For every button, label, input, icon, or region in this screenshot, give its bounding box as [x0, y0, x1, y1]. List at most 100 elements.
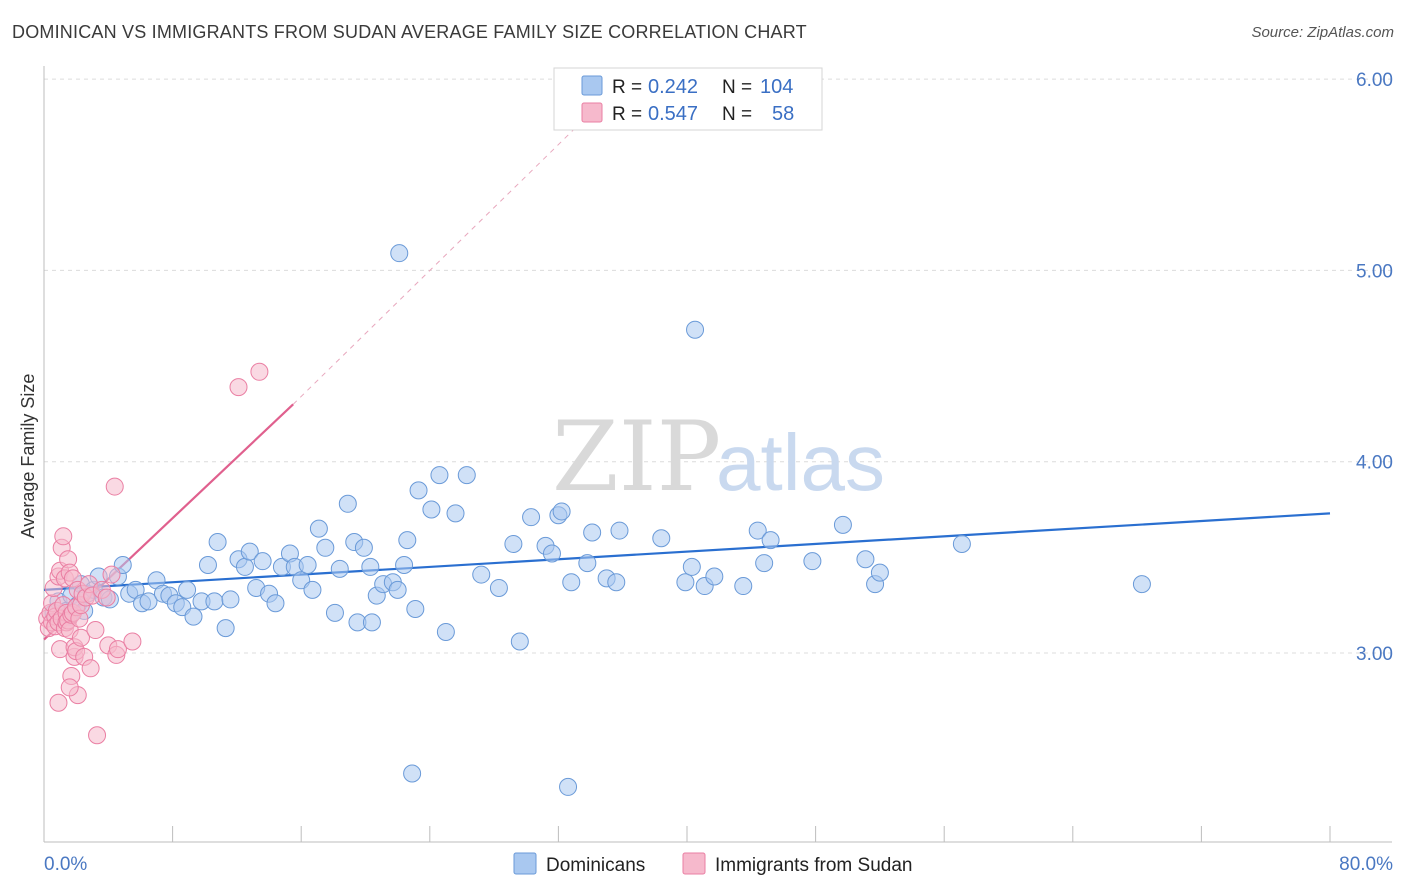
dominican-point — [139, 592, 158, 611]
dominican-point — [504, 534, 523, 553]
dominican-point — [338, 494, 357, 513]
dominican-point — [266, 594, 285, 613]
dominican-point — [952, 534, 971, 553]
axes — [43, 66, 1392, 843]
y-tick-label: 5.00 — [1356, 261, 1393, 282]
tick-labels: 3.00 4.00 5.00 6.00 0.0% 80.0% — [44, 70, 1393, 875]
dominican-point — [221, 590, 240, 609]
dominican-point — [430, 466, 449, 485]
legend-r-value-2: 0.547 — [648, 103, 698, 125]
legend-n-value-2: 58 — [772, 103, 794, 125]
dominican-point — [562, 573, 581, 592]
sudan-point — [71, 628, 90, 647]
dominican-point — [522, 508, 541, 527]
sudan-point — [105, 477, 124, 496]
dominican-point — [208, 533, 227, 552]
dominican-point — [833, 515, 852, 534]
dominican-point — [686, 320, 705, 339]
dominican-point — [178, 580, 197, 599]
sudan-point — [108, 640, 127, 659]
dominican-point — [489, 578, 508, 597]
legend-swatch-pink — [581, 102, 603, 123]
dominican-point — [388, 580, 407, 599]
dominican-point — [398, 531, 417, 550]
dominican-point — [205, 592, 224, 611]
legend-swatch-dominicans — [513, 852, 537, 875]
dominican-point — [607, 573, 626, 592]
sudan-point — [97, 588, 116, 607]
dominican-point — [253, 552, 272, 571]
dominican-point — [354, 538, 373, 557]
dominican-point — [755, 554, 774, 573]
legend-label-dominicans: Dominicans — [546, 855, 645, 876]
watermark: ZIP atlas — [552, 401, 885, 513]
dominican-point — [870, 563, 889, 582]
correlation-legend: R = 0.242 N = 104 R = 0.547 N = 58 — [553, 67, 823, 131]
legend-r-label-2: R = — [612, 104, 642, 125]
sudan-point — [123, 632, 142, 651]
dominican-point — [362, 613, 381, 632]
legend-r-value-1: 0.242 — [648, 76, 698, 98]
sudan-point — [60, 678, 79, 697]
watermark-zip: ZIP — [552, 401, 721, 513]
dominican-point — [559, 777, 578, 796]
gridlines — [44, 78, 1392, 654]
dominican-point — [390, 244, 409, 263]
legend-r-label-1: R = — [612, 77, 642, 98]
dominican-point — [856, 550, 875, 569]
dominican-point — [542, 544, 561, 563]
x-tick-label-max: 80.0% — [1339, 854, 1393, 875]
dominican-point — [235, 557, 254, 576]
dominican-point — [705, 567, 724, 586]
dominican-point — [676, 573, 695, 592]
dominican-point — [330, 559, 349, 578]
dominican-point — [510, 632, 529, 651]
dominican-point — [446, 504, 465, 523]
dominican-point — [583, 523, 602, 542]
dominican-point — [422, 500, 441, 519]
source-credit: Source: ZipAtlas.com — [1251, 24, 1394, 41]
y-tick-label: 3.00 — [1356, 644, 1393, 665]
dominican-point — [1132, 575, 1151, 594]
dominican-point — [748, 521, 767, 540]
dominican-point — [298, 556, 317, 575]
dominican-point — [361, 557, 380, 576]
sudan-point — [54, 527, 73, 546]
sudan-point — [229, 378, 248, 397]
dominican-point — [578, 554, 597, 573]
dominican-point — [803, 552, 822, 571]
legend-swatch-sudan — [682, 852, 706, 875]
sudan-point — [86, 621, 105, 640]
dominican-point — [436, 622, 455, 641]
series-legend: Dominicans Immigrants from Sudan — [513, 852, 912, 876]
legend-n-label-1: N = — [722, 77, 752, 98]
data-points — [38, 244, 1151, 796]
dominican-point — [216, 619, 235, 638]
sudan-point — [81, 659, 100, 678]
dominican-point — [309, 519, 328, 538]
y-axis-title: Average Family Size — [18, 374, 38, 539]
y-tick-label: 4.00 — [1356, 453, 1393, 474]
dominican-point — [552, 502, 571, 521]
sudan-trend-extension — [292, 128, 575, 405]
legend-n-label-2: N = — [722, 104, 752, 125]
watermark-atlas: atlas — [716, 418, 885, 507]
dominican-point — [240, 542, 259, 561]
legend-n-value-1: 104 — [760, 76, 793, 98]
sudan-point — [250, 362, 269, 381]
dominican-point — [472, 565, 491, 584]
dominican-point — [409, 481, 428, 500]
dominican-point — [734, 577, 753, 596]
x-tick-label-min: 0.0% — [44, 854, 87, 875]
dominican-point — [395, 556, 414, 575]
dominican-point — [610, 521, 629, 540]
dominican-point — [325, 603, 344, 622]
dominican-trend-line — [43, 512, 1331, 591]
sudan-point — [102, 565, 121, 584]
legend-label-sudan: Immigrants from Sudan — [715, 855, 912, 876]
dominican-point — [198, 556, 217, 575]
legend-swatch-blue — [581, 75, 603, 96]
dominican-point — [682, 557, 701, 576]
chart-title: DOMINICAN VS IMMIGRANTS FROM SUDAN AVERA… — [12, 22, 807, 42]
